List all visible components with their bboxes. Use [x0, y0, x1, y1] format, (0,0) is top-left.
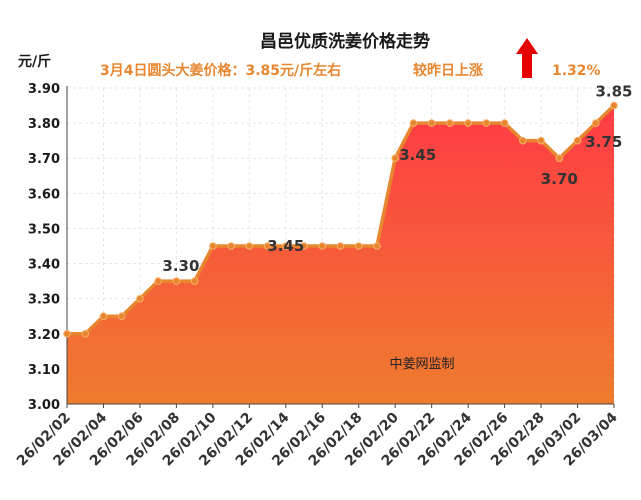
y-tick-label: 3.40: [28, 258, 60, 273]
y-tick-label: 3.00: [28, 398, 60, 413]
data-point: [99, 312, 108, 321]
data-point: [172, 277, 181, 285]
data-point: [354, 242, 363, 250]
y-tick-label: 3.80: [28, 117, 60, 132]
data-point: [154, 277, 162, 285]
data-point: [482, 119, 491, 127]
data-point: [555, 154, 564, 163]
y-tick-label: 3.30: [28, 293, 60, 308]
data-points: [63, 101, 618, 338]
y-tick-label: 3.60: [28, 187, 60, 202]
data-point: [573, 136, 582, 145]
data-label: 3.75: [585, 133, 622, 151]
y-tick-label: 3.70: [28, 152, 60, 167]
area-series: [67, 104, 616, 405]
x-ticks: 26/02/0226/02/0426/02/0626/02/0826/02/10…: [14, 404, 621, 469]
y-tick-label: 3.20: [28, 328, 60, 343]
up-arrow-icon: [516, 38, 538, 78]
data-point: [409, 119, 418, 127]
area-fill: [67, 105, 614, 405]
chart-title: 昌邑优质洗姜价格走势: [260, 31, 430, 52]
data-point: [519, 136, 527, 145]
data-point: [500, 119, 509, 127]
data-point: [300, 242, 308, 250]
data-label: 3.45: [399, 146, 436, 164]
y-axis-label: 元/斤: [18, 53, 51, 70]
data-point: [227, 242, 235, 250]
data-point: [117, 312, 126, 321]
y-tick-label: 3.90: [28, 82, 60, 97]
data-point: [427, 119, 436, 127]
data-point: [282, 242, 290, 250]
watermark: 中姜网监制: [389, 357, 454, 372]
data-point: [190, 277, 199, 285]
data-label: 3.70: [541, 170, 578, 188]
data-point: [591, 119, 600, 127]
data-point: [136, 294, 144, 303]
rise-percentage: 1.32%: [552, 63, 601, 79]
data-label: 3.30: [162, 257, 199, 275]
data-point: [446, 119, 454, 127]
data-point: [373, 242, 381, 250]
data-point: [610, 101, 618, 110]
data-point: [209, 242, 217, 250]
y-tick-label: 3.10: [28, 363, 60, 378]
axes: [66, 86, 614, 405]
data-label: 3.85: [595, 83, 632, 101]
data-point: [245, 242, 254, 250]
data-label: 3.45: [267, 237, 304, 255]
rise-label: 较昨日上涨: [413, 62, 483, 79]
y-tick-label: 3.50: [28, 222, 60, 237]
data-point: [63, 329, 71, 338]
data-point: [537, 136, 545, 145]
data-point: [318, 242, 327, 250]
data-labels: 3.30 3.45 3.45 3.70 3.75 3.85: [162, 83, 632, 276]
data-point: [336, 242, 345, 250]
y-ticks: 3.00 3.10 3.20 3.30 3.40 3.50 3.60 3.70 3.80 3.90: [28, 82, 60, 413]
data-point: [464, 119, 472, 127]
chart-subtitle: 3月4日圆头大姜价格：3.85元/斤左右: [100, 62, 341, 79]
data-point: [263, 242, 272, 250]
data-point: [391, 154, 400, 163]
data-point: [81, 329, 90, 338]
